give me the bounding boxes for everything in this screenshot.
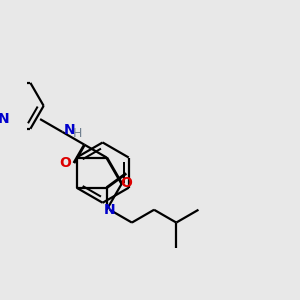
Text: O: O (59, 156, 71, 170)
Text: H: H (73, 127, 82, 140)
Text: O: O (120, 176, 132, 190)
Text: N: N (64, 123, 75, 137)
Text: N: N (0, 112, 10, 126)
Text: N: N (103, 203, 115, 217)
